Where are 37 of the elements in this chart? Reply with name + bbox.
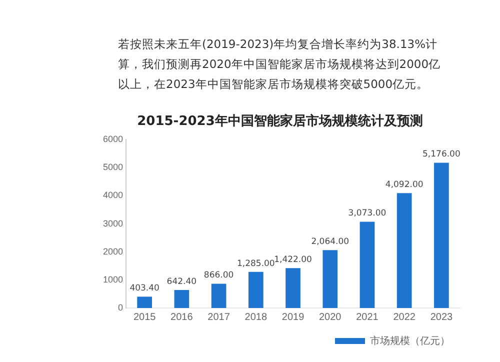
x-tick-label: 2022: [393, 312, 416, 323]
chart-title: 2015-2023年中国智能家居市场规模统计及预测: [137, 113, 423, 130]
data-label: 642.40: [166, 276, 197, 287]
bar: [322, 250, 338, 308]
bar: [434, 162, 449, 308]
data-label: 1,285.00: [236, 258, 275, 269]
bar: [286, 268, 300, 308]
data-label: 403.40: [130, 284, 160, 294]
y-tick-label: 3000: [102, 218, 124, 228]
data-label: 866.00: [204, 270, 234, 281]
x-tick-label: 2016: [170, 312, 194, 323]
y-tick-label: 4000: [102, 190, 124, 200]
data-label: 2,064.00: [311, 237, 350, 248]
legend-label: 市场规模（亿元）: [370, 334, 450, 347]
bar: [137, 296, 152, 308]
y-tick-label: 1000: [102, 274, 124, 284]
y-tick-label: 0: [118, 302, 124, 312]
x-tick-label: 2023: [430, 312, 454, 323]
x-tick-label: 2018: [244, 312, 268, 323]
bar: [248, 272, 264, 308]
data-label: 5,176.00: [422, 150, 460, 160]
x-tick-label: 2020: [318, 312, 342, 323]
data-label: 1,422.00: [274, 255, 312, 266]
y-tick-label: 2000: [102, 246, 124, 256]
text: 若按照未来五年(2019-2023)年均复合增长率约为38.13%计算，我们预测再2020年中国智能家居市场规模将达到2000亿以上，在2023年中国智能家居市场规模将突破5000亿元。: [118, 36, 442, 93]
bar: [360, 222, 375, 308]
bar: [211, 284, 226, 308]
bar: [396, 193, 412, 308]
y-tick-label: 6000: [102, 134, 124, 144]
x-tick-label: 2015: [133, 312, 156, 323]
x-tick-label: 2017: [208, 312, 230, 323]
data-label: 4,092.00: [385, 180, 424, 190]
data-label: 3,073.00: [348, 208, 386, 219]
x-tick-label: 2019: [282, 312, 305, 323]
x-tick-label: 2021: [356, 312, 379, 323]
y-tick-label: 5000: [102, 162, 124, 172]
bar: [174, 290, 190, 308]
